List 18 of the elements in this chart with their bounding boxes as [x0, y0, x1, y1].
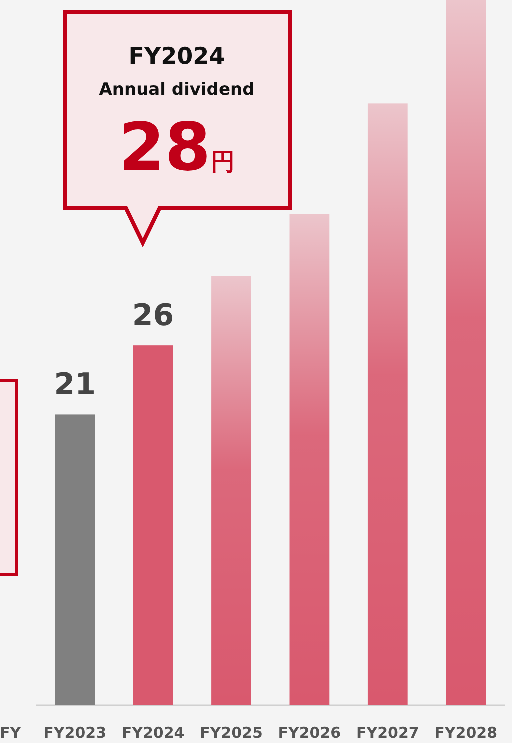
annotation: Annual dividend — [99, 80, 255, 100]
data-label: 21 — [54, 368, 96, 403]
x-tick-label: FY2023 — [44, 724, 107, 742]
data-label: 26 — [132, 298, 174, 334]
x-tick-label: FY2024 — [122, 724, 185, 742]
x-tick-label: FY2025 — [200, 724, 263, 742]
bar — [133, 346, 174, 705]
annotation: 28円 — [119, 109, 235, 186]
bar — [290, 214, 330, 705]
annotation: FY2024 — [128, 44, 226, 70]
x-tick-label: FY2028 — [434, 724, 498, 742]
x-tick-label: FY2026 — [278, 724, 342, 742]
bar — [368, 104, 408, 705]
bar — [446, 0, 486, 705]
text: FY — [0, 724, 22, 742]
x-tick-label: FY2027 — [356, 724, 420, 742]
bar — [55, 414, 96, 705]
bar — [212, 276, 252, 705]
